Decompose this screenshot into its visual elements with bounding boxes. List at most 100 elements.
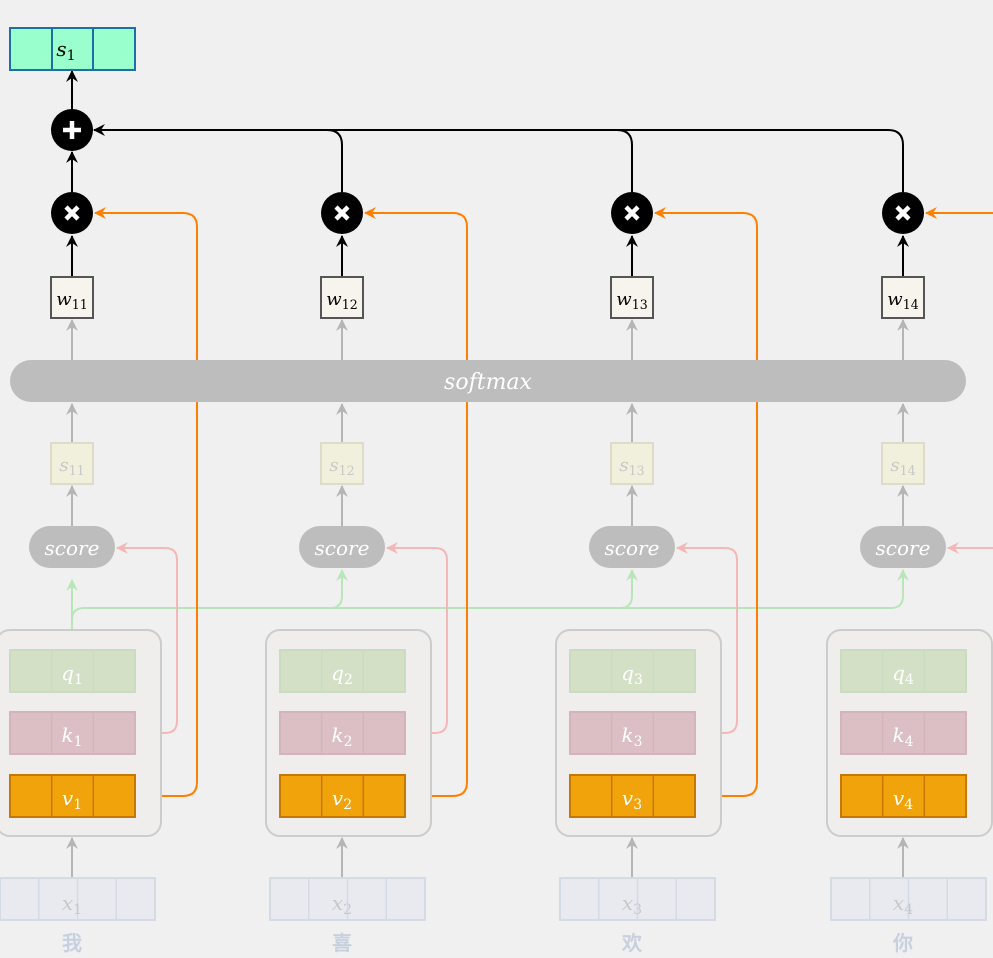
score-node [589, 526, 675, 568]
input-label-subscript: 3 [633, 902, 642, 918]
score-label: score [876, 536, 931, 560]
score-value-label: s12 [329, 455, 354, 478]
score-node [29, 526, 115, 568]
score-value-label-subscript: 11 [69, 463, 85, 478]
value-label-subscript: 3 [633, 797, 642, 813]
score-value-box [881, 442, 925, 485]
query-label-symbol: q [621, 661, 634, 685]
key-vector [840, 711, 967, 755]
value-label-symbol: v [332, 786, 344, 810]
value-label-symbol: v [622, 786, 634, 810]
weight-box [320, 276, 364, 319]
value-to-product-line [364, 207, 468, 797]
input-label-subscript: 4 [904, 902, 913, 918]
score-value-label-subscript: 13 [629, 463, 645, 478]
value-vector [840, 774, 967, 818]
input-label-subscript: 1 [73, 902, 82, 918]
value-label: v1 [62, 786, 82, 813]
score-label: score [45, 536, 100, 560]
input-label: x3 [622, 891, 642, 918]
key-label-symbol: k [331, 723, 343, 747]
value-label-subscript: 1 [73, 797, 82, 813]
input-label-symbol: x [622, 891, 633, 915]
input-label: x4 [893, 891, 913, 918]
key-to-score-line [386, 542, 448, 734]
weighted-sum-line [93, 124, 904, 192]
output-sub: 1 [67, 48, 76, 64]
key-label: k4 [892, 723, 913, 750]
token-char: 我 [62, 931, 82, 955]
score-value-label-subscript: 14 [900, 463, 916, 478]
query-vector [840, 649, 967, 693]
query-to-score-line-2 [329, 569, 348, 609]
weight-label-symbol: w [616, 289, 632, 310]
query-label-subscript: 4 [905, 672, 914, 688]
value-to-product-line [94, 207, 198, 797]
weight-label-subscript: 14 [903, 297, 919, 312]
score-value-label-symbol: s [890, 455, 899, 476]
query-label: q4 [892, 661, 914, 688]
score-label: score [315, 536, 370, 560]
key-vector [569, 711, 696, 755]
weight-box [50, 276, 94, 319]
input-label-subscript: 2 [343, 902, 352, 918]
value-to-product-line [654, 207, 758, 797]
value-vector [279, 774, 406, 818]
query-label: q3 [621, 661, 643, 688]
value-label-symbol: v [62, 786, 74, 810]
score-value-label-symbol: s [329, 455, 338, 476]
query-label-subscript: 3 [634, 672, 643, 688]
query-vector [9, 649, 136, 693]
key-label-symbol: k [61, 723, 73, 747]
weight-label-symbol: w [887, 289, 903, 310]
multiply-node [882, 192, 924, 234]
nodes: x1我q1k1v1scores11w11x2喜q2k2v2scores12w12… [0, 192, 993, 955]
query-label-symbol: q [61, 661, 74, 685]
query-label-symbol: q [892, 661, 905, 685]
query-label: q2 [331, 661, 353, 688]
value-vector [9, 774, 136, 818]
value-label-symbol: v [893, 786, 905, 810]
key-label: k1 [61, 723, 82, 750]
multiply-node [321, 192, 363, 234]
svg-text:s1: s1 [56, 37, 75, 64]
key-label: k3 [621, 723, 642, 750]
query-vector [569, 649, 696, 693]
value-label: v4 [893, 786, 913, 813]
query-to-score-line-4 [890, 569, 909, 609]
weight-label-subscript: 11 [72, 297, 88, 312]
score-value-label: s11 [59, 455, 84, 478]
connections [66, 70, 993, 905]
key-label-subscript: 3 [634, 734, 643, 750]
score-value-label-subscript: 12 [339, 463, 355, 478]
key-to-score-line [116, 542, 178, 734]
weight-label-symbol: w [56, 289, 72, 310]
sum-node [51, 109, 93, 151]
token-char: 你 [892, 931, 913, 955]
weight-label: w12 [326, 289, 357, 312]
weight-label: w11 [56, 289, 87, 312]
key-label-symbol: k [621, 723, 633, 747]
query-broadcast-line [71, 607, 891, 621]
score-value-label-symbol: s [619, 455, 628, 476]
input-vector [830, 877, 987, 921]
key-vector [9, 711, 136, 755]
score-value-label: s13 [619, 455, 644, 478]
key-label: k2 [331, 723, 352, 750]
weight-label: w14 [887, 289, 918, 312]
score-value-box [610, 442, 654, 485]
weighted-join-line-2 [326, 129, 343, 192]
weight-box [881, 276, 925, 319]
query-label-subscript: 2 [344, 672, 353, 688]
score-node [299, 526, 385, 568]
input-label-symbol: x [62, 891, 73, 915]
key-label-subscript: 4 [905, 734, 914, 750]
softmax-label: softmax [444, 370, 532, 395]
input-label-symbol: x [332, 891, 343, 915]
output-symbol: s [56, 37, 66, 61]
query-label: q1 [61, 661, 83, 688]
weight-label-symbol: w [326, 289, 342, 310]
input-vector [269, 877, 426, 921]
value-label: v3 [622, 786, 642, 813]
token-char: 欢 [621, 931, 643, 955]
